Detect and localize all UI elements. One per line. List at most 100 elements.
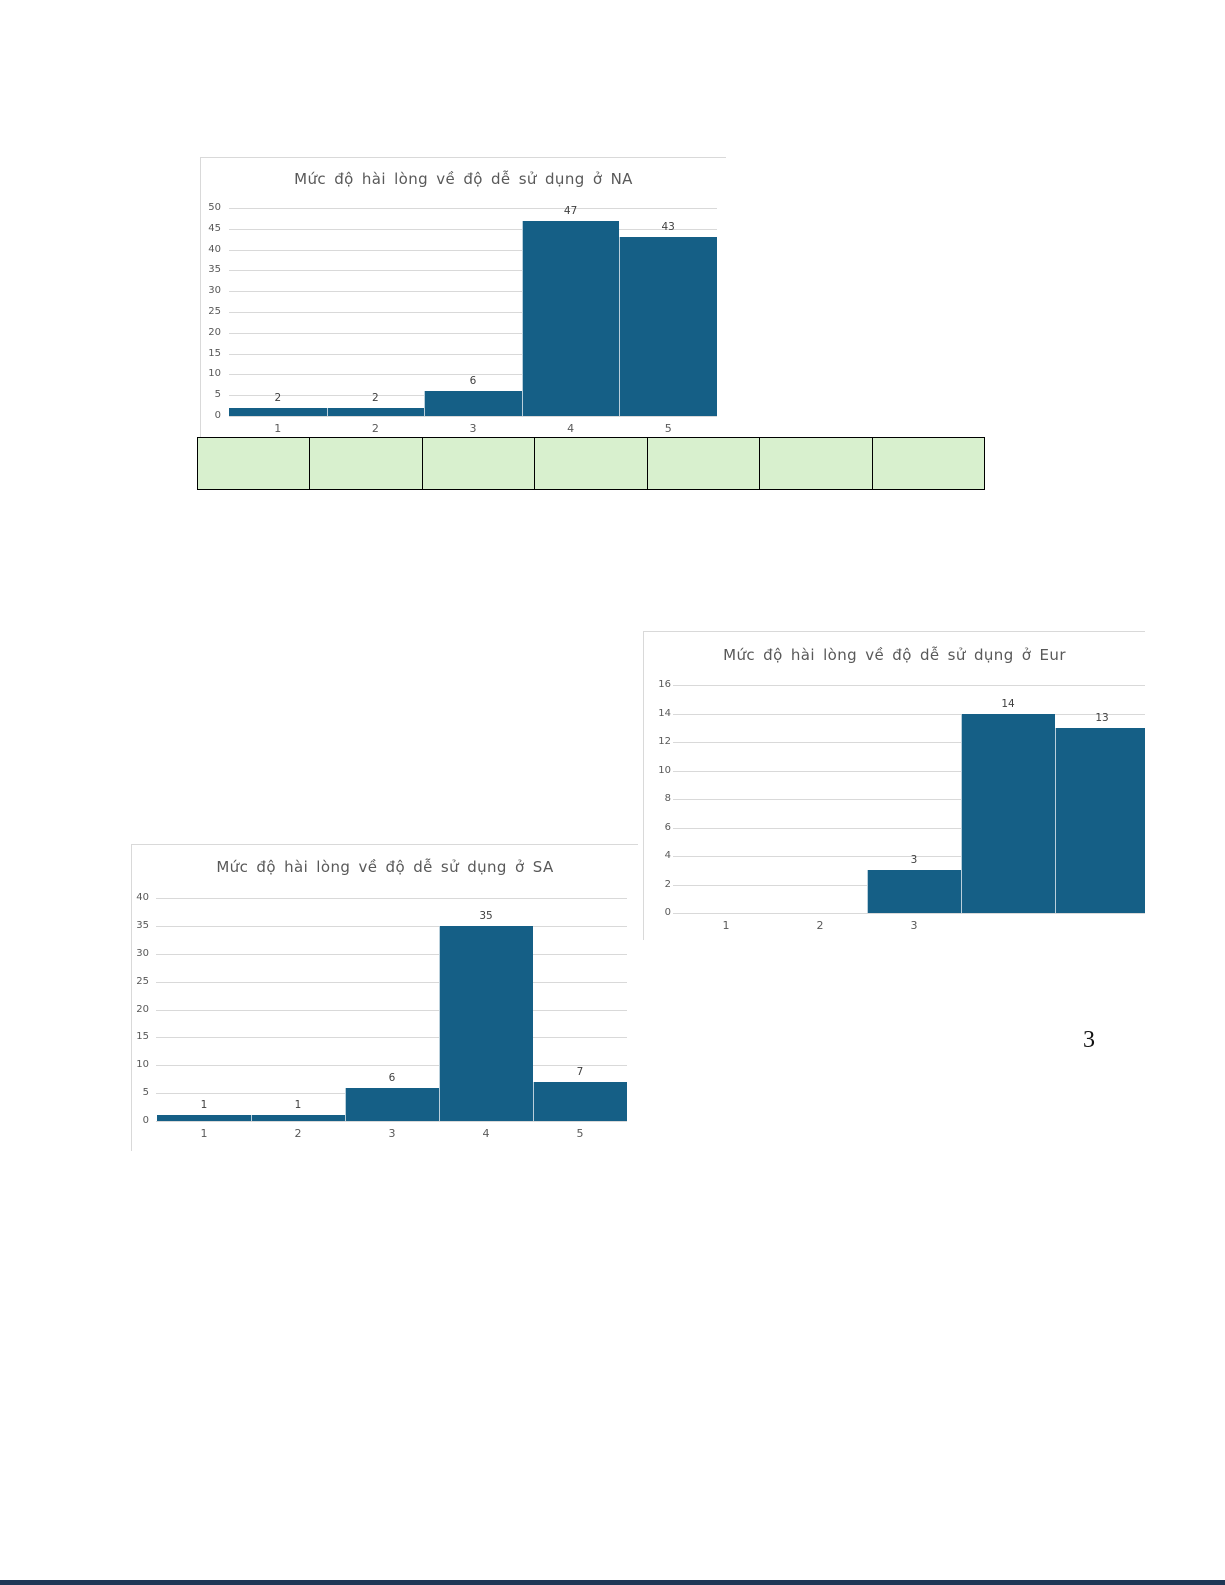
gridline (673, 742, 1145, 743)
bar-data-label: 6 (388, 1071, 396, 1084)
gridline (156, 925, 627, 927)
gridline (229, 353, 717, 355)
y-axis-tick-label: 12 (658, 736, 671, 747)
gridline (156, 898, 627, 899)
gridline (673, 856, 1145, 857)
bar-data-label: 35 (479, 909, 493, 922)
bar-category-2 (251, 1115, 345, 1121)
bar-data-label: 47 (563, 204, 578, 217)
y-axis-tick-label: 35 (136, 919, 149, 931)
gridline (673, 799, 1145, 800)
table-cell[interactable] (422, 438, 536, 489)
bar-category-3 (424, 391, 522, 416)
y-axis-tick-label: 25 (208, 306, 221, 317)
table-cell[interactable] (198, 438, 311, 489)
y-axis-tick-label: 0 (214, 410, 221, 421)
y-axis-tick-label: 8 (664, 793, 671, 804)
bar-data-label: 1 (200, 1099, 208, 1112)
gridline (229, 270, 717, 272)
x-axis-tick-label: 2 (294, 1127, 302, 1140)
bar-category-5 (619, 237, 717, 416)
bar-category-5 (1055, 727, 1145, 914)
gridline (229, 228, 717, 230)
y-axis-tick-label: 35 (208, 264, 221, 276)
gridline (673, 770, 1145, 772)
x-axis-tick-label: 1 (200, 1127, 208, 1140)
y-axis-tick-label: 25 (136, 975, 149, 987)
gridline (229, 208, 717, 209)
y-axis-tick-label: 10 (658, 764, 671, 776)
chart-eur[interactable]: Mức độ hài lòng về độ dễ sử dụng ở Eur 0… (643, 631, 1145, 940)
y-axis-tick-label: 14 (658, 707, 671, 719)
y-axis-tick-label: 40 (136, 892, 149, 903)
bar-category-1 (229, 407, 327, 416)
chart-na[interactable]: Mức độ hài lòng về độ dễ sử dụng ở NA 0 5… (200, 157, 726, 438)
table-cell[interactable] (310, 438, 423, 489)
data-table (197, 437, 985, 490)
gridline (156, 1009, 627, 1011)
y-axis-tick-label: 10 (208, 368, 221, 380)
gridline (156, 1121, 627, 1122)
y-axis-tick-label: 20 (208, 326, 221, 338)
bar-data-label: 3 (910, 854, 918, 867)
bar-category-4 (439, 925, 533, 1121)
gridline (156, 1037, 627, 1039)
bar-category-4 (961, 713, 1055, 913)
bar-data-label: 2 (372, 391, 379, 404)
gridline (156, 953, 627, 955)
x-axis-tick-label: 3 (910, 919, 918, 932)
gridline (156, 981, 627, 983)
x-axis-tick-label: 3 (469, 422, 477, 435)
x-axis-tick-label: 1 (722, 919, 730, 932)
bar-data-label: 2 (274, 391, 282, 404)
y-axis-tick-label: 45 (208, 222, 221, 234)
y-axis-tick-label: 10 (136, 1059, 149, 1071)
x-axis-tick-label: 5 (576, 1127, 584, 1140)
y-axis-tick-label: 15 (136, 1031, 149, 1043)
gridline (229, 312, 717, 313)
x-axis-tick-label: 3 (388, 1127, 396, 1140)
x-axis-tick-label: 4 (567, 422, 575, 435)
chart-eur-title: Mức độ hài lòng về độ dễ sử dụng ở Eur (723, 646, 1066, 664)
gridline (229, 249, 717, 251)
bar-data-label: 7 (576, 1066, 584, 1078)
bar-category-2 (326, 407, 425, 416)
y-axis-tick-label: 50 (208, 202, 221, 213)
y-axis-tick-label: 20 (136, 1003, 149, 1015)
y-axis-tick-label: 5 (142, 1087, 149, 1099)
y-axis-tick-label: 4 (664, 850, 671, 861)
y-axis-tick-label: 6 (664, 821, 671, 833)
x-axis-tick-label: 4 (482, 1127, 490, 1140)
chart-sa[interactable]: Mức độ hài lòng về độ dễ sử dụng ở SA 0 5… (131, 844, 638, 1151)
y-axis-tick-label: 0 (142, 1115, 149, 1126)
bar-data-label: 13 (1095, 711, 1109, 724)
chart-na-title: Mức độ hài lòng về độ dễ sử dụng ở NA (294, 170, 633, 188)
gridline (673, 827, 1145, 829)
gridline (229, 416, 717, 417)
bar-data-label: 6 (469, 375, 477, 387)
y-axis-tick-label: 5 (214, 389, 221, 401)
bar-category-3 (345, 1087, 439, 1121)
gridline (673, 685, 1145, 686)
x-axis-tick-label: 2 (816, 919, 824, 932)
y-axis-tick-label: 15 (208, 347, 221, 359)
bar-category-3 (867, 870, 961, 914)
chart-sa-title: Mức độ hài lòng về độ dễ sử dụng ở SA (216, 858, 554, 876)
gridline (229, 374, 717, 376)
table-cell[interactable] (535, 438, 648, 489)
table-cell[interactable] (872, 438, 984, 489)
table-cell[interactable] (647, 438, 761, 489)
page-number: 3 (1083, 1027, 1095, 1053)
y-axis-tick-label: 30 (208, 285, 221, 297)
bar-category-1 (157, 1115, 251, 1121)
y-axis-tick-label: 40 (208, 243, 221, 255)
bar-data-label: 14 (1001, 697, 1015, 710)
gridline (229, 332, 717, 334)
x-axis-tick-label: 1 (274, 422, 282, 435)
gridline (229, 291, 717, 293)
bar-category-4 (521, 220, 620, 416)
table-cell[interactable] (760, 438, 873, 489)
bottom-bar (0, 1580, 1225, 1585)
y-axis-tick-label: 16 (658, 679, 671, 690)
